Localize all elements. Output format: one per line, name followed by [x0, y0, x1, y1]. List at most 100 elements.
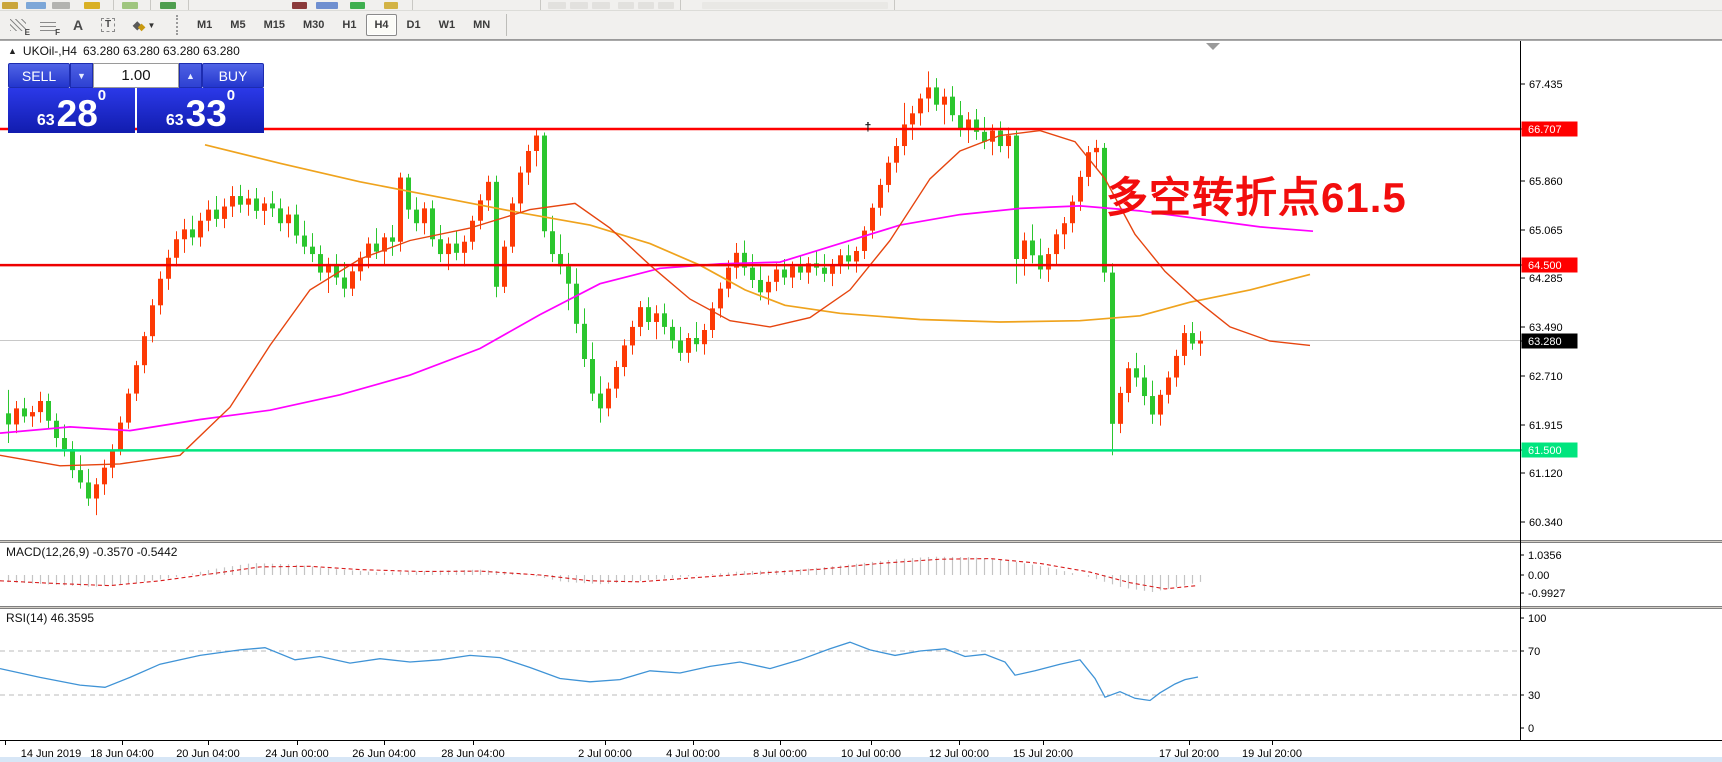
axis-label-100: 100: [1528, 613, 1546, 625]
toolbar-row-top: [0, 0, 1722, 11]
chart-annotation-text: 多空转折点61.5: [1106, 174, 1407, 221]
candle-body: [222, 206, 227, 219]
toolbar-icon-partial[interactable]: [658, 2, 674, 9]
candle-body: [262, 203, 267, 211]
candle-body: [54, 420, 59, 439]
candle-body: [566, 266, 571, 284]
toolbar-icon-partial[interactable]: [122, 2, 138, 9]
candle-body: [134, 365, 139, 394]
candle-body: [238, 196, 243, 205]
toolbar-icon-partial[interactable]: [384, 2, 398, 9]
cross-marker: †: [865, 120, 872, 134]
timeframe-button-mn[interactable]: MN: [473, 19, 491, 31]
candle-body: [446, 243, 451, 255]
toolbar-separator: [188, 0, 189, 10]
toolbar-grip[interactable]: [176, 15, 181, 35]
candle-body: [174, 239, 179, 258]
candle-body: [1102, 147, 1107, 273]
candle-body: [638, 307, 643, 327]
candle-body: [1038, 255, 1043, 270]
sell-price-display[interactable]: 63 28 0: [8, 88, 135, 133]
text-icon[interactable]: A: [72, 17, 84, 33]
candle-body: [14, 408, 19, 425]
volume-up-button[interactable]: ▲: [179, 63, 202, 88]
candle-body: [1166, 377, 1171, 395]
candle-body: [766, 281, 771, 293]
buy-price-display[interactable]: 63 33 0: [137, 88, 264, 133]
price-label-61.120: 61.120: [1529, 468, 1563, 480]
candle-body: [454, 243, 459, 253]
axis-label-70: 70: [1528, 646, 1540, 658]
toolbar-icon-partial[interactable]: [350, 2, 365, 9]
timeframe-button-w1[interactable]: W1: [438, 19, 456, 31]
candle-body: [974, 119, 979, 132]
toolbar-icon-partial[interactable]: [26, 2, 46, 9]
toolbar-icon-partial[interactable]: [292, 2, 307, 9]
candle-body: [774, 269, 779, 282]
candle-body: [702, 329, 707, 345]
text-label-icon[interactable]: T: [96, 14, 120, 36]
candle-body: [622, 345, 627, 368]
timeframe-button-h4[interactable]: H4: [366, 14, 397, 36]
timeframe-button-m30[interactable]: M30: [302, 19, 325, 31]
shapes-icon[interactable]: ◆ ◆ ▼: [132, 18, 156, 33]
chart-header: ▲ UKOil-,H4 63.280 63.280 63.280 63.280: [8, 44, 240, 58]
candle-body: [1094, 147, 1099, 153]
sell-button[interactable]: SELL: [8, 63, 70, 88]
candle-body: [38, 400, 43, 413]
candle-body: [486, 181, 491, 201]
toolbar-icon-partial[interactable]: [702, 2, 888, 9]
candle-body: [678, 340, 683, 353]
candle-body: [294, 214, 299, 236]
candle-body: [126, 393, 131, 423]
toolbar-icon-partial[interactable]: [570, 2, 588, 9]
candle-body: [390, 237, 395, 242]
candle-body: [462, 241, 467, 253]
candle-body: [206, 209, 211, 221]
buy-button[interactable]: BUY: [202, 63, 264, 88]
candle-body: [118, 422, 123, 451]
candle-body: [1158, 394, 1163, 415]
toolbar-icon-partial[interactable]: [592, 2, 610, 9]
candle-body: [742, 252, 747, 268]
collapse-icon[interactable]: ▲: [8, 46, 17, 56]
toolbar-icon-partial[interactable]: [316, 2, 338, 9]
candle-body: [790, 266, 795, 278]
toolbar-icon-partial[interactable]: [2, 2, 18, 9]
toolbar-icon-partial[interactable]: [160, 2, 176, 9]
candle-body: [846, 255, 851, 262]
volume-input[interactable]: 1.00: [93, 63, 179, 88]
timeframe-button-m15[interactable]: M15: [263, 19, 285, 31]
timeframe-button-m5[interactable]: M5: [230, 19, 246, 31]
candle-body: [22, 408, 27, 417]
candle-body: [494, 181, 499, 287]
toolbar-icon-partial[interactable]: [548, 2, 566, 9]
timeframe-button-m1[interactable]: M1: [197, 19, 213, 31]
timeframe-button-d1[interactable]: D1: [406, 19, 421, 31]
timeframe-buttons: M1 M5 M15 M30 H1 H4 D1 W1 MN: [189, 14, 498, 36]
timeframe-button-h1[interactable]: H1: [342, 19, 357, 31]
volume-down-button[interactable]: ▼: [70, 63, 93, 88]
candle-body: [686, 338, 691, 353]
price-label-66.707: 66.707: [1528, 124, 1562, 136]
toolbar-icon-partial[interactable]: [52, 2, 70, 9]
candle-body: [70, 449, 75, 471]
toolbar-icon-partial[interactable]: [84, 2, 100, 9]
candle-body: [758, 279, 763, 293]
macd-signal-line: [0, 558, 1199, 590]
price-label-64.285: 64.285: [1529, 273, 1563, 285]
toolbar-icon-partial[interactable]: [618, 2, 634, 9]
candle-body: [1006, 135, 1011, 147]
candle-body: [502, 246, 507, 287]
candle-body: [310, 246, 315, 255]
toolbar-icon-partial[interactable]: [638, 2, 654, 9]
candle-body: [542, 135, 547, 232]
price-label-67.435: 67.435: [1529, 79, 1563, 91]
candle-body: [470, 220, 475, 242]
equidistant-channel-icon[interactable]: E: [6, 14, 30, 37]
candle-body: [822, 267, 827, 274]
candle-body: [862, 230, 867, 251]
fibonacci-icon[interactable]: F: [36, 14, 60, 37]
